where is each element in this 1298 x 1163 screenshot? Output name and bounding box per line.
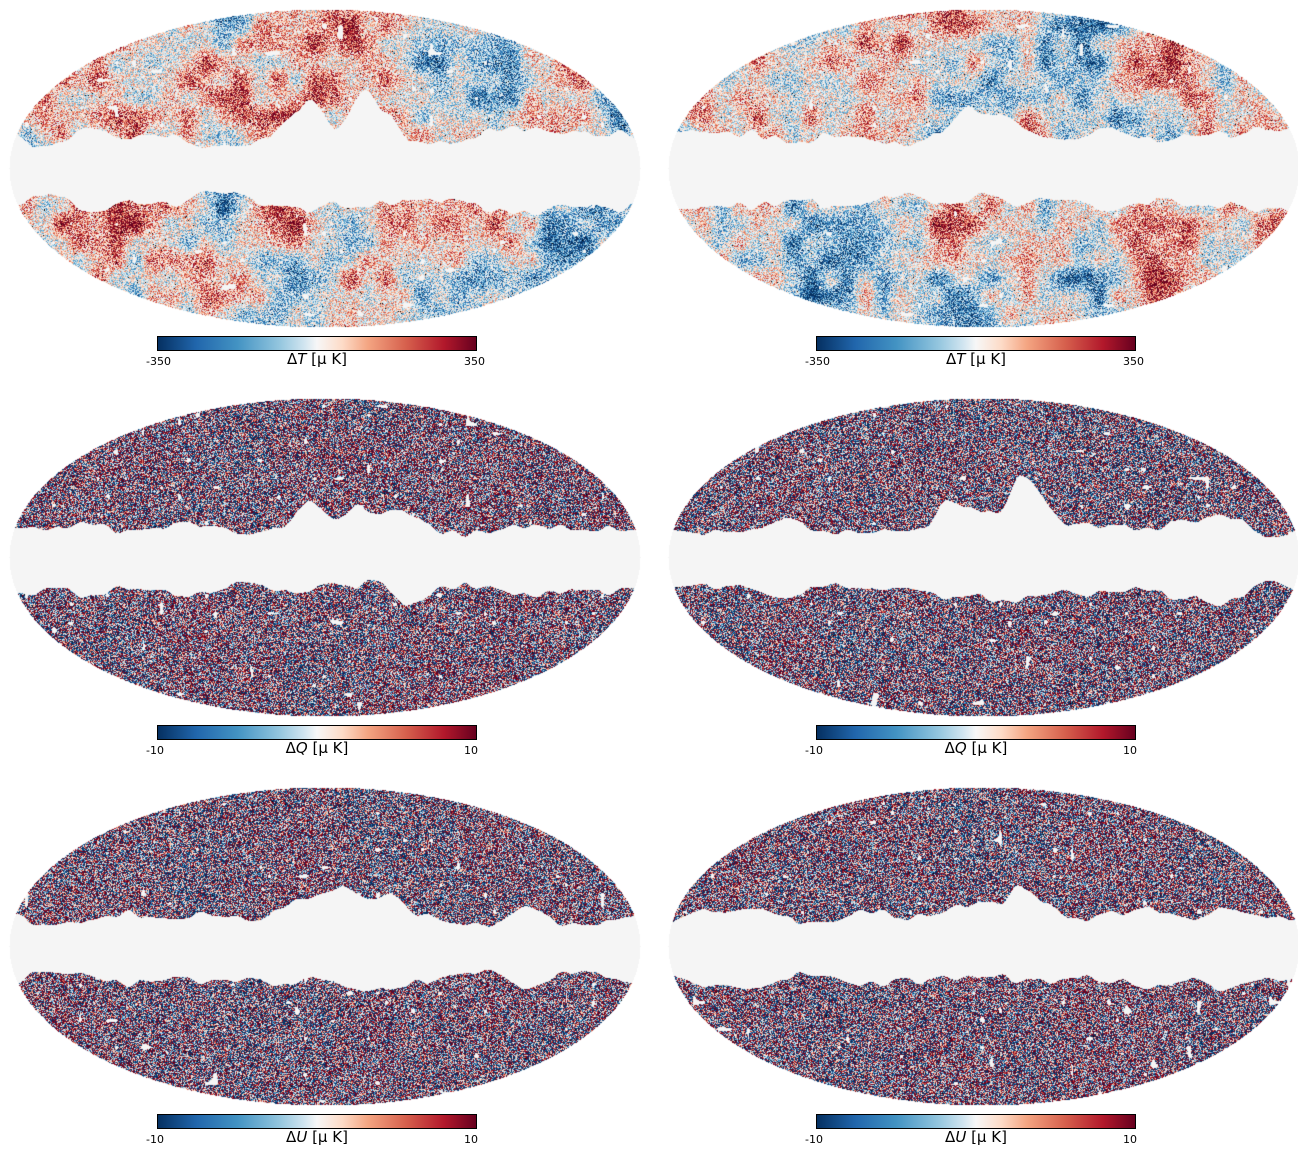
colorbar bbox=[816, 1114, 1136, 1129]
colorbar-min-label: -10 bbox=[805, 744, 823, 757]
colorbar-min-label: -10 bbox=[805, 1133, 823, 1146]
colorbar-label: ΔT [μ K] bbox=[286, 350, 348, 368]
colorbar-min-label: -10 bbox=[146, 744, 164, 757]
sky-map-dU-left bbox=[8, 786, 641, 1106]
colorbar-max-label: 10 bbox=[464, 744, 478, 757]
colorbar-max-label: 350 bbox=[464, 355, 485, 368]
colorbar-min-label: -350 bbox=[146, 355, 171, 368]
colorbar-label: ΔU [μ K] bbox=[945, 1128, 1007, 1146]
colorbar-min-label: -10 bbox=[146, 1133, 164, 1146]
colorbar-max-label: 10 bbox=[464, 1133, 478, 1146]
colorbar-label: ΔT [μ K] bbox=[945, 350, 1007, 368]
colorbar bbox=[157, 725, 477, 740]
panel-dU-right: -10 10 ΔU [μ K] bbox=[659, 778, 1298, 1163]
sky-map-dU-right bbox=[667, 786, 1298, 1106]
colorbar bbox=[816, 725, 1136, 740]
sky-map-dQ-left bbox=[8, 397, 641, 717]
sky-map-dT-left bbox=[8, 8, 641, 328]
colorbar-label: ΔU [μ K] bbox=[286, 1128, 348, 1146]
panel-dT-left: -350 350 ΔT [μ K] bbox=[0, 0, 649, 385]
panel-dT-right: -350 350 ΔT [μ K] bbox=[659, 0, 1298, 385]
sky-map-dT-right bbox=[667, 8, 1298, 328]
colorbar-max-label: 10 bbox=[1123, 1133, 1137, 1146]
colorbar bbox=[157, 1114, 477, 1129]
sky-map-dQ-right bbox=[667, 397, 1298, 717]
colorbar-label: ΔQ [μ K] bbox=[285, 739, 349, 757]
colorbar-max-label: 350 bbox=[1123, 355, 1144, 368]
panel-dU-left: -10 10 ΔU [μ K] bbox=[0, 778, 649, 1163]
colorbar-min-label: -350 bbox=[805, 355, 830, 368]
colorbar bbox=[157, 336, 477, 351]
panel-dQ-left: -10 10 ΔQ [μ K] bbox=[0, 389, 649, 774]
panel-dQ-right: -10 10 ΔQ [μ K] bbox=[659, 389, 1298, 774]
colorbar-label: ΔQ [μ K] bbox=[944, 739, 1008, 757]
colorbar bbox=[816, 336, 1136, 351]
colorbar-max-label: 10 bbox=[1123, 744, 1137, 757]
